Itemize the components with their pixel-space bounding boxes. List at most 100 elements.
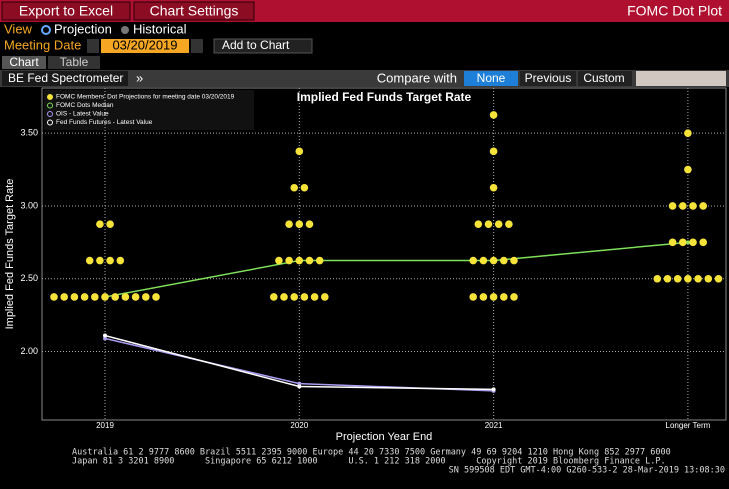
dot [275,256,283,265]
dot [270,293,278,301]
dot [469,293,478,301]
dot [699,238,707,247]
dot [494,220,503,228]
dot [96,256,104,265]
dot [310,293,319,301]
dot [469,256,478,265]
dot [106,256,114,265]
dot [479,293,488,301]
dot [474,220,483,228]
custom-dropdown[interactable] [636,71,726,86]
y-tick-label: 2.50 [20,273,38,283]
dot [489,111,498,119]
meeting-label: Meeting Date [4,37,81,52]
x-tick-label: Longer Term [666,421,711,430]
compare-option-label: Previous [525,71,572,85]
dot [489,183,498,192]
dot [60,293,68,301]
dot [91,293,99,301]
view-label: View [4,21,33,36]
dot [131,293,140,301]
tab[interactable] [2,56,46,69]
dot [668,202,677,210]
dot [280,293,288,301]
radio[interactable] [121,26,129,34]
next-button[interactable] [191,39,203,53]
legend-label: OIS - Latest Value [56,111,109,118]
plot-frame [41,87,727,421]
point [491,387,496,392]
radio-label: Projection [54,21,112,36]
dot [285,256,293,265]
dot [668,238,677,247]
dot [106,220,114,228]
y-tick-label: 3.00 [20,200,38,210]
footer-line: SN 599508 EDT GMT-4:00 G260-533-2 28-Mar… [449,466,725,476]
dot [489,147,498,156]
dot [142,293,150,301]
dot [80,293,89,301]
dot [321,293,329,301]
dot [684,165,692,174]
dot [500,293,508,301]
compare-label: Compare with [377,70,457,85]
point [685,240,690,245]
x-tick-label: 2020 [290,421,308,430]
radio[interactable] [41,25,51,35]
compare-option[interactable] [464,71,518,86]
dot [653,274,662,283]
compare-option[interactable] [578,71,632,86]
x-tick-label: 2019 [96,421,114,430]
tab-label: Table [60,55,89,69]
add-button[interactable] [213,38,313,54]
dot [684,274,692,283]
source-box[interactable] [2,71,128,86]
legend-marker [47,119,53,126]
export-button[interactable] [1,1,131,21]
point [103,333,107,338]
dot [152,293,160,301]
compare-option-label: None [477,71,506,85]
dot [489,256,498,265]
dot [679,238,687,247]
radio-label: Historical [133,21,187,36]
dot [505,220,513,228]
dot [121,293,130,301]
prev-button[interactable] [87,39,99,53]
date-input[interactable] [101,39,189,53]
dot [663,274,672,283]
dot [684,129,692,137]
dot [510,293,518,301]
settings-button[interactable] [133,1,255,21]
settings-label: Chart Settings [150,3,239,19]
dot [295,256,304,265]
point [297,381,302,386]
dot [679,202,687,210]
y-axis-label: Implied Fed Funds Target Rate [4,179,16,330]
chart-title: Implied Fed Funds Target Rate [297,90,472,104]
add-label: Add to Chart [222,38,290,52]
dot [704,274,713,283]
dot [285,220,293,228]
legend-marker [47,111,53,117]
dot [714,274,723,283]
dot [315,256,324,265]
dot [300,293,309,301]
dot [290,293,299,301]
y-tick-label: 2.00 [20,346,38,356]
compare-option[interactable] [520,71,576,86]
legend-label: FOMC Dots Median [56,102,114,109]
dot [510,256,518,265]
x-axis-label: Projection Year End [336,431,433,443]
screen-title: FOMC Dot Plot [627,3,722,19]
y-tick-label: 3.50 [20,128,38,138]
dot [295,220,304,228]
more-button[interactable]: » [136,70,143,85]
tab[interactable] [48,56,100,69]
dot [85,256,94,265]
point [103,336,107,341]
dot [484,220,493,228]
x-tick-label: 2021 [485,421,503,430]
